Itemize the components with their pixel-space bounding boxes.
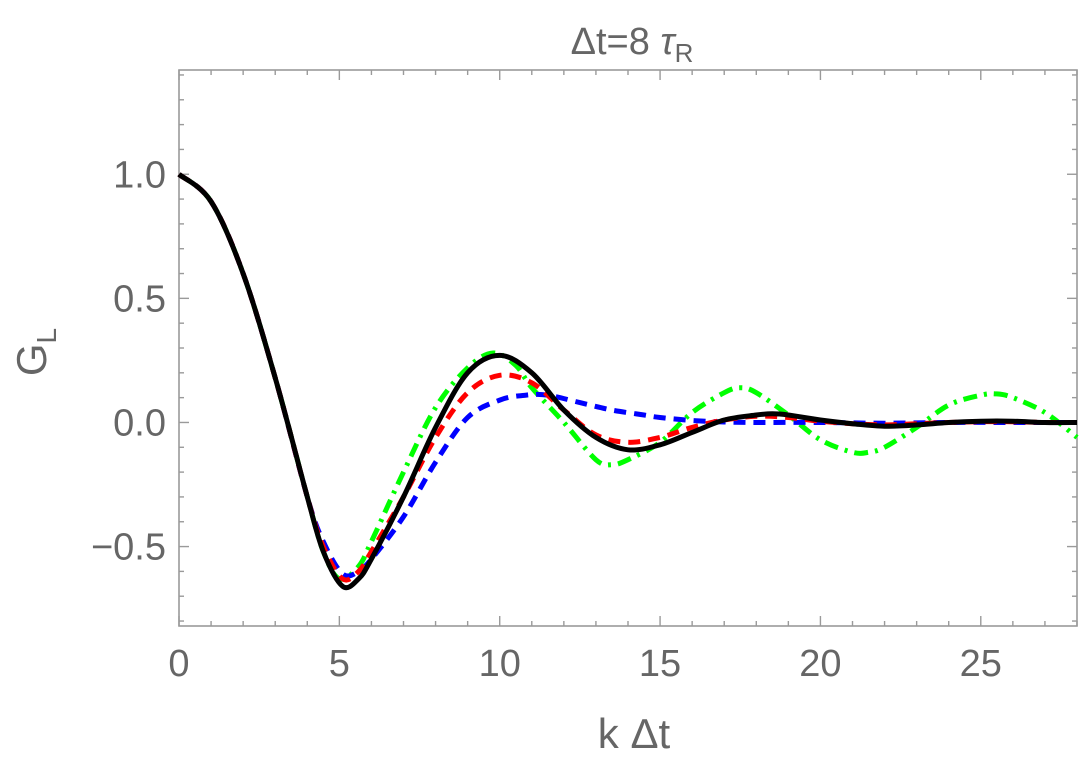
x-tick-label: 15 [639, 643, 681, 685]
x-tick-label: 25 [960, 643, 1002, 685]
chart-title-subscript: R [675, 38, 694, 68]
chart-title: Δt=8 τR [571, 21, 694, 68]
x-axis-title: k Δt [598, 710, 671, 757]
y-tick-label: 1.0 [113, 154, 166, 196]
x-tick-label: 10 [479, 643, 521, 685]
plot-frame [178, 69, 1078, 627]
y-axis-title-main: G [8, 343, 55, 376]
series-lines [177, 172, 1079, 591]
x-tick-labels: 0 5 10 15 20 25 [168, 643, 1001, 685]
x-tick-label: 0 [168, 643, 189, 685]
y-tick-label: −0.5 [91, 527, 166, 569]
axis-ticks [178, 70, 1078, 626]
y-tick-label: 0.5 [113, 278, 166, 320]
y-tick-labels: −0.5 0.0 0.5 1.0 [91, 154, 166, 568]
y-axis-title: GL [8, 328, 62, 376]
chart-title-symbol: τ [660, 21, 677, 63]
series-line-solid-0 [177, 172, 1078, 591]
x-tick-label: 20 [799, 643, 841, 685]
x-tick-label: 5 [329, 643, 350, 685]
y-axis-title-subscript: L [31, 328, 62, 344]
chart-title-main: Δt=8 [571, 21, 661, 63]
plot-border [178, 69, 1078, 627]
y-tick-label: 0.0 [113, 402, 166, 444]
